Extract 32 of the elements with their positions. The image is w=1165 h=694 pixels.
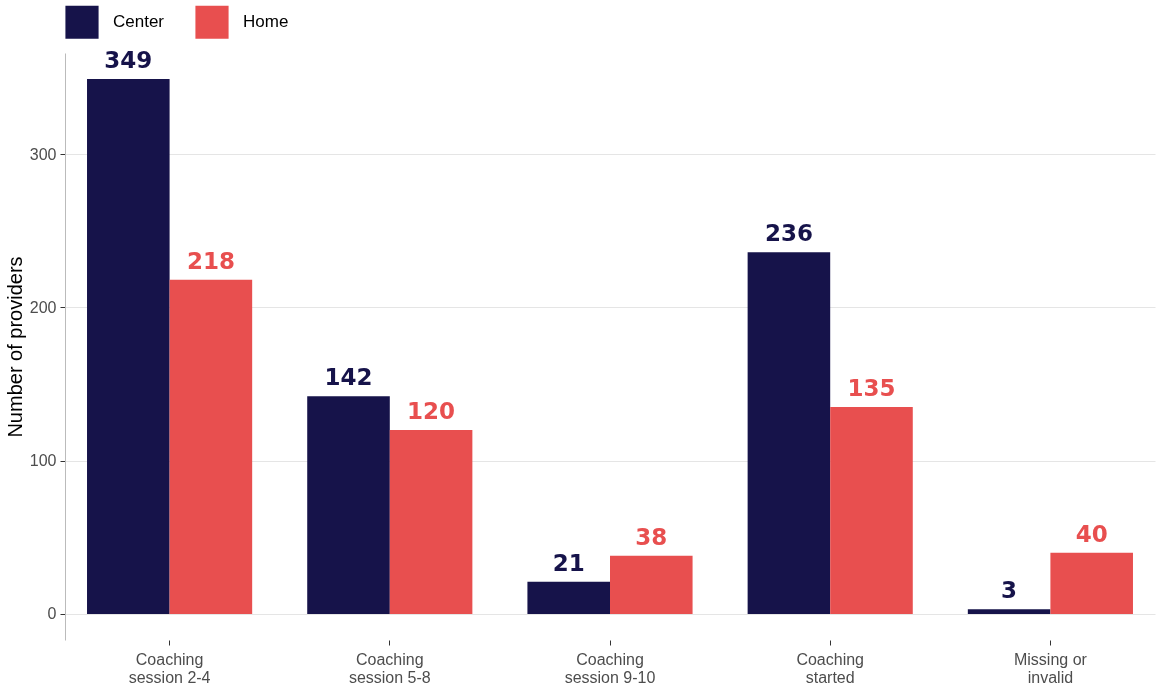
data-label: 142: [324, 364, 373, 391]
bar: [307, 396, 390, 614]
data-label: 38: [635, 523, 668, 550]
bar: [389, 430, 473, 614]
legend-label: Center: [113, 12, 165, 32]
y-tick-label: 300: [29, 145, 57, 163]
x-tick-label: Coaching session 5-8: [348, 650, 431, 686]
data-label: 349: [104, 47, 153, 74]
x-tick-label: Coaching started: [796, 650, 865, 686]
x-tick-label: Coaching session 2-4: [128, 650, 211, 686]
bar: [527, 581, 610, 614]
y-axis-title: Number of providers: [3, 256, 26, 438]
bar: [1050, 552, 1133, 614]
bar: [830, 407, 913, 614]
data-label: 40: [1075, 520, 1108, 547]
data-label: 135: [847, 375, 896, 402]
data-label: 236: [764, 220, 813, 247]
y-tick-label: 100: [29, 452, 57, 470]
x-tick-label: Missing or invalid: [1013, 650, 1088, 686]
data-label: 3: [1001, 577, 1018, 604]
legend-label: Home: [243, 12, 289, 32]
x-tick-label: Coaching session 9-10: [564, 650, 656, 686]
bar: [169, 279, 253, 614]
data-label: 120: [407, 398, 456, 425]
bar: [747, 252, 831, 614]
bar: [967, 609, 1051, 614]
bar: [610, 555, 693, 614]
y-tick-label: 0: [47, 605, 57, 623]
y-tick-label: 200: [29, 298, 57, 316]
data-label: 218: [186, 247, 235, 274]
data-label: 21: [552, 549, 585, 576]
bar: [87, 79, 170, 614]
